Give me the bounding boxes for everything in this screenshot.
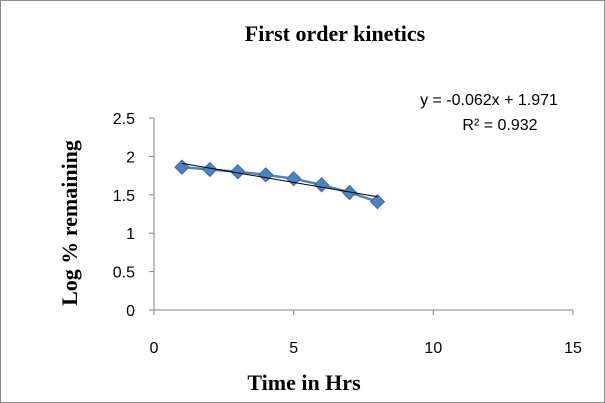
trendline [181,162,378,198]
x-tick-label: 5 [289,340,298,357]
data-point-marker [230,164,246,180]
x-tick-label: 15 [564,340,582,357]
x-tick-label: 0 [150,340,159,357]
ticks [149,117,574,315]
data-point-marker [258,167,274,183]
trendline-r-squared: R² = 0.932 [462,117,537,134]
y-tick-label: 1.5 [113,188,135,205]
axes [153,118,573,311]
y-tick-label: 0.5 [113,265,135,282]
y-tick-label: 2 [126,149,135,166]
y-tick-label: 1 [126,226,135,243]
data-point-marker [341,184,358,201]
data-point-marker [313,177,330,193]
x-tick-label: 10 [424,340,442,357]
tick-labels: 0 0.5 1 1.5 2 2.5 0 5 10 15 [113,111,582,357]
trendline-equation: y = -0.062x + 1.971 [420,92,558,109]
y-axis-title: Log % remaining [57,140,82,306]
data-point-marker [174,159,190,175]
chart-title: First order kinetics [245,21,426,46]
y-tick-label: 0 [126,303,135,320]
x-axis-title: Time in Hrs [247,370,361,395]
data-point-marker [369,194,386,210]
y-tick-label: 2.5 [113,111,135,128]
